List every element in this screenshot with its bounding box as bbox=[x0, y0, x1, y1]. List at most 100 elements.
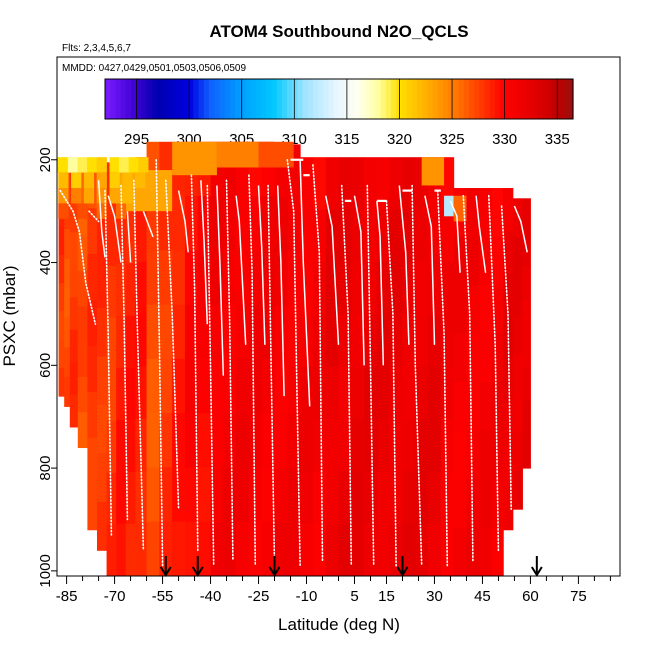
heatmap-cell bbox=[261, 304, 276, 360]
plot-area bbox=[57, 141, 531, 576]
colorbar-cell bbox=[110, 79, 116, 119]
heatmap-cell bbox=[159, 250, 173, 306]
heatmap-spot bbox=[58, 203, 69, 219]
heatmap-cell bbox=[87, 254, 98, 301]
heatmap-cell bbox=[159, 467, 173, 523]
x-tick-label: -25 bbox=[248, 588, 270, 605]
colorbar-cell bbox=[458, 79, 465, 119]
y-tick-label: 1000 bbox=[37, 554, 54, 587]
colorbar-cell bbox=[526, 79, 532, 119]
colorbar-cell bbox=[131, 79, 137, 119]
heatmap-cell bbox=[135, 523, 148, 576]
heatmap-cell bbox=[453, 430, 467, 480]
heatmap-cell bbox=[351, 314, 365, 368]
heatmap-cell bbox=[210, 250, 224, 306]
heatmap-cell bbox=[428, 418, 442, 472]
heatmap-patch bbox=[444, 195, 454, 217]
heatmap-cell bbox=[512, 276, 523, 316]
colorbar-cell bbox=[567, 79, 574, 119]
colorbar-tick-label: 320 bbox=[387, 131, 412, 148]
heatmap-cell bbox=[364, 523, 378, 576]
flight-track bbox=[449, 200, 461, 273]
colorbar-tick-label: 335 bbox=[545, 131, 570, 148]
heatmap-cell bbox=[274, 468, 288, 523]
colorbar-cell bbox=[302, 79, 309, 119]
heatmap-cell bbox=[453, 333, 467, 383]
heatmap-cell bbox=[389, 261, 403, 315]
colorbar-cell bbox=[339, 79, 345, 119]
flight-track bbox=[165, 179, 180, 511]
colorbar-cells bbox=[105, 79, 574, 119]
flight-track bbox=[366, 184, 375, 567]
colorbar-cell bbox=[484, 79, 491, 119]
heatmap-cell bbox=[415, 471, 429, 525]
colorbar-cell bbox=[115, 79, 122, 119]
colorbar-cell bbox=[437, 79, 444, 119]
heatmap-cell bbox=[58, 367, 65, 397]
heatmap-cell bbox=[77, 376, 88, 413]
heatmap-cell bbox=[274, 414, 288, 469]
heatmap-spot bbox=[96, 172, 107, 189]
flight-track bbox=[133, 179, 145, 552]
heatmap-cell bbox=[77, 341, 88, 378]
heatmap-cell bbox=[312, 523, 327, 576]
heatmap-cell bbox=[96, 453, 108, 503]
heatmap-cell bbox=[466, 333, 480, 383]
heatmap-cell bbox=[466, 430, 480, 480]
heatmap-cell bbox=[210, 358, 224, 414]
heatmap-cell bbox=[146, 250, 160, 306]
heatmap-cell bbox=[261, 358, 276, 414]
heatmap-cell bbox=[503, 444, 514, 488]
heatmap-spot bbox=[109, 172, 120, 189]
heatmap-cell bbox=[125, 367, 136, 421]
heatmap-cell bbox=[69, 232, 79, 266]
colorbar-cell bbox=[333, 79, 340, 119]
heatmap-cell bbox=[325, 366, 339, 420]
heatmap-cell bbox=[248, 413, 263, 468]
colorbar-cell bbox=[141, 79, 148, 119]
heatmap-cell bbox=[503, 487, 514, 531]
heatmap-cell bbox=[69, 394, 79, 428]
flight-track bbox=[411, 184, 423, 567]
heatmap-cell bbox=[492, 479, 504, 529]
heatmap-cell bbox=[453, 479, 467, 529]
heatmap-cell bbox=[479, 430, 493, 480]
colorbar-cell bbox=[229, 79, 236, 119]
flight-track bbox=[120, 184, 129, 521]
flight-track bbox=[235, 195, 247, 345]
heatmap-cell bbox=[440, 471, 455, 525]
flight-track bbox=[225, 179, 234, 562]
heatmap-cell bbox=[135, 314, 148, 368]
heatmap-cell bbox=[197, 413, 212, 468]
heatmap-cell bbox=[96, 356, 108, 406]
heatmap-cell bbox=[522, 198, 531, 233]
heatmap-cell bbox=[389, 418, 403, 472]
flight-track bbox=[97, 180, 106, 258]
y-tick-label: 400 bbox=[37, 250, 54, 275]
heatmap-spot bbox=[115, 203, 127, 219]
y-tick-label: 800 bbox=[37, 456, 54, 481]
heatmap-cell bbox=[312, 157, 327, 211]
heatmap-cell bbox=[389, 314, 403, 368]
heatmap-spot bbox=[71, 172, 82, 189]
heatmap-cell bbox=[96, 307, 108, 357]
colorbar-cell bbox=[245, 79, 252, 119]
heatmap-cell bbox=[69, 362, 79, 396]
heatmap-cell bbox=[58, 339, 65, 369]
heatmap-spot bbox=[96, 157, 107, 173]
heatmap-cell bbox=[522, 366, 531, 402]
heatmap-spot bbox=[67, 157, 79, 173]
flight-track bbox=[385, 200, 397, 567]
colorbar-cell bbox=[255, 79, 262, 119]
heatmap-cell bbox=[106, 214, 117, 267]
colorbar-cell bbox=[510, 79, 517, 119]
heatmap-cell bbox=[512, 198, 523, 238]
heatmap-cell bbox=[389, 471, 403, 525]
heatmap-cell bbox=[479, 382, 493, 432]
colorbar-cell bbox=[448, 79, 454, 119]
chart-title: ATOM4 Southbound N2O_QCLS bbox=[209, 22, 468, 41]
heatmap-cell bbox=[248, 304, 263, 360]
y-tick-label: 200 bbox=[37, 147, 54, 172]
heatmap-cell bbox=[312, 366, 327, 420]
x-tick-label: -85 bbox=[56, 588, 78, 605]
